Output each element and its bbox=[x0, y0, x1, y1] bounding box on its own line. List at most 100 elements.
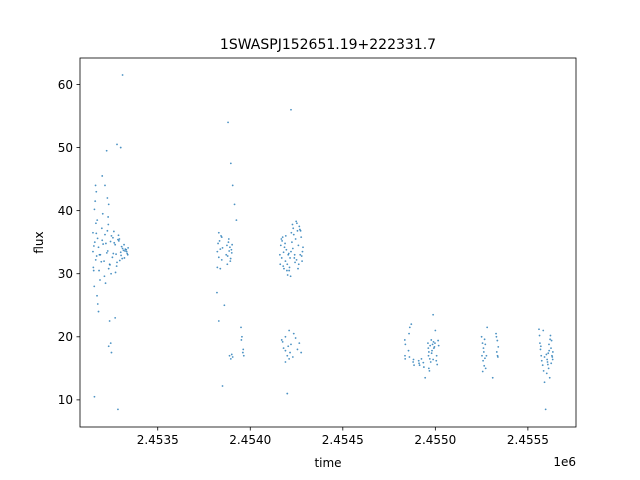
data-point bbox=[92, 250, 94, 253]
data-point bbox=[485, 354, 488, 357]
data-point bbox=[95, 232, 98, 235]
data-point bbox=[292, 227, 295, 230]
data-point bbox=[410, 323, 413, 326]
data-point bbox=[297, 263, 300, 266]
data-point bbox=[547, 352, 550, 355]
data-point bbox=[233, 203, 236, 206]
data-point bbox=[111, 256, 114, 259]
data-point bbox=[120, 245, 123, 248]
data-point bbox=[412, 358, 415, 361]
data-point bbox=[435, 354, 438, 357]
data-point bbox=[550, 347, 552, 350]
data-point bbox=[288, 269, 291, 272]
data-point bbox=[124, 250, 126, 252]
data-point bbox=[280, 238, 283, 240]
data-point bbox=[227, 241, 230, 244]
data-point bbox=[286, 354, 289, 357]
data-point bbox=[296, 348, 299, 351]
y-tick-label: 50 bbox=[58, 141, 73, 155]
x-tick-label: 2.4545 bbox=[322, 433, 364, 447]
data-point bbox=[121, 74, 124, 76]
data-point bbox=[231, 184, 234, 187]
data-point bbox=[283, 267, 285, 270]
data-point bbox=[219, 248, 222, 251]
data-point bbox=[217, 231, 220, 234]
data-point bbox=[284, 361, 287, 363]
data-point bbox=[229, 257, 232, 260]
data-point bbox=[297, 267, 299, 270]
data-point bbox=[92, 245, 95, 247]
data-point bbox=[540, 354, 543, 357]
data-point bbox=[218, 240, 221, 242]
data-point bbox=[123, 257, 126, 259]
data-point bbox=[95, 190, 98, 193]
data-point bbox=[93, 285, 96, 288]
data-point bbox=[281, 240, 283, 242]
data-point bbox=[230, 252, 233, 254]
data-point bbox=[107, 345, 110, 348]
data-point bbox=[432, 340, 435, 343]
data-point bbox=[108, 320, 111, 322]
scatter-points bbox=[92, 74, 554, 411]
data-point bbox=[104, 233, 106, 236]
data-point bbox=[116, 143, 118, 146]
data-point bbox=[548, 349, 551, 352]
data-point bbox=[227, 238, 230, 240]
data-point bbox=[97, 246, 100, 249]
data-point bbox=[495, 335, 498, 338]
y-axis: 10 20 30 40 50 60 bbox=[58, 78, 80, 407]
data-point bbox=[482, 359, 484, 362]
data-point bbox=[279, 244, 282, 247]
data-point bbox=[109, 240, 112, 243]
data-point bbox=[284, 234, 287, 237]
data-point bbox=[403, 339, 406, 341]
data-point bbox=[495, 351, 498, 353]
data-point bbox=[551, 358, 554, 361]
data-point bbox=[107, 223, 110, 226]
data-point bbox=[242, 354, 245, 357]
data-point bbox=[431, 349, 433, 352]
data-point bbox=[110, 351, 113, 354]
data-point bbox=[240, 326, 242, 329]
data-point bbox=[496, 354, 499, 357]
data-point bbox=[98, 253, 101, 256]
data-point bbox=[109, 342, 112, 345]
data-point bbox=[298, 342, 301, 345]
data-point bbox=[280, 339, 283, 341]
data-point bbox=[431, 343, 434, 346]
data-point bbox=[284, 242, 286, 245]
data-point bbox=[231, 356, 234, 358]
data-point bbox=[404, 343, 407, 346]
data-point bbox=[290, 250, 292, 253]
data-point bbox=[297, 244, 300, 247]
data-point bbox=[289, 275, 292, 278]
data-point bbox=[99, 279, 101, 281]
data-point bbox=[226, 244, 228, 247]
data-point bbox=[227, 121, 229, 124]
data-point bbox=[481, 370, 484, 373]
data-point bbox=[217, 256, 220, 259]
data-point bbox=[226, 263, 229, 266]
data-point bbox=[420, 357, 423, 360]
data-point bbox=[94, 184, 97, 187]
data-point bbox=[545, 353, 548, 356]
x-tick-label: 2.4555 bbox=[507, 433, 549, 447]
data-point bbox=[413, 364, 415, 367]
data-point bbox=[539, 342, 541, 345]
data-point bbox=[538, 328, 540, 331]
data-point bbox=[549, 334, 552, 337]
data-point bbox=[279, 263, 282, 266]
data-point bbox=[220, 236, 223, 239]
data-point bbox=[282, 251, 285, 254]
data-point bbox=[418, 364, 421, 367]
y-tick-label: 30 bbox=[58, 267, 73, 281]
data-point bbox=[422, 366, 425, 368]
data-point bbox=[118, 238, 121, 240]
data-point bbox=[104, 184, 106, 187]
data-point bbox=[288, 357, 291, 360]
data-point bbox=[228, 250, 231, 252]
data-point bbox=[549, 338, 551, 341]
data-point bbox=[486, 326, 489, 329]
data-point bbox=[113, 241, 116, 244]
data-point bbox=[427, 367, 430, 370]
